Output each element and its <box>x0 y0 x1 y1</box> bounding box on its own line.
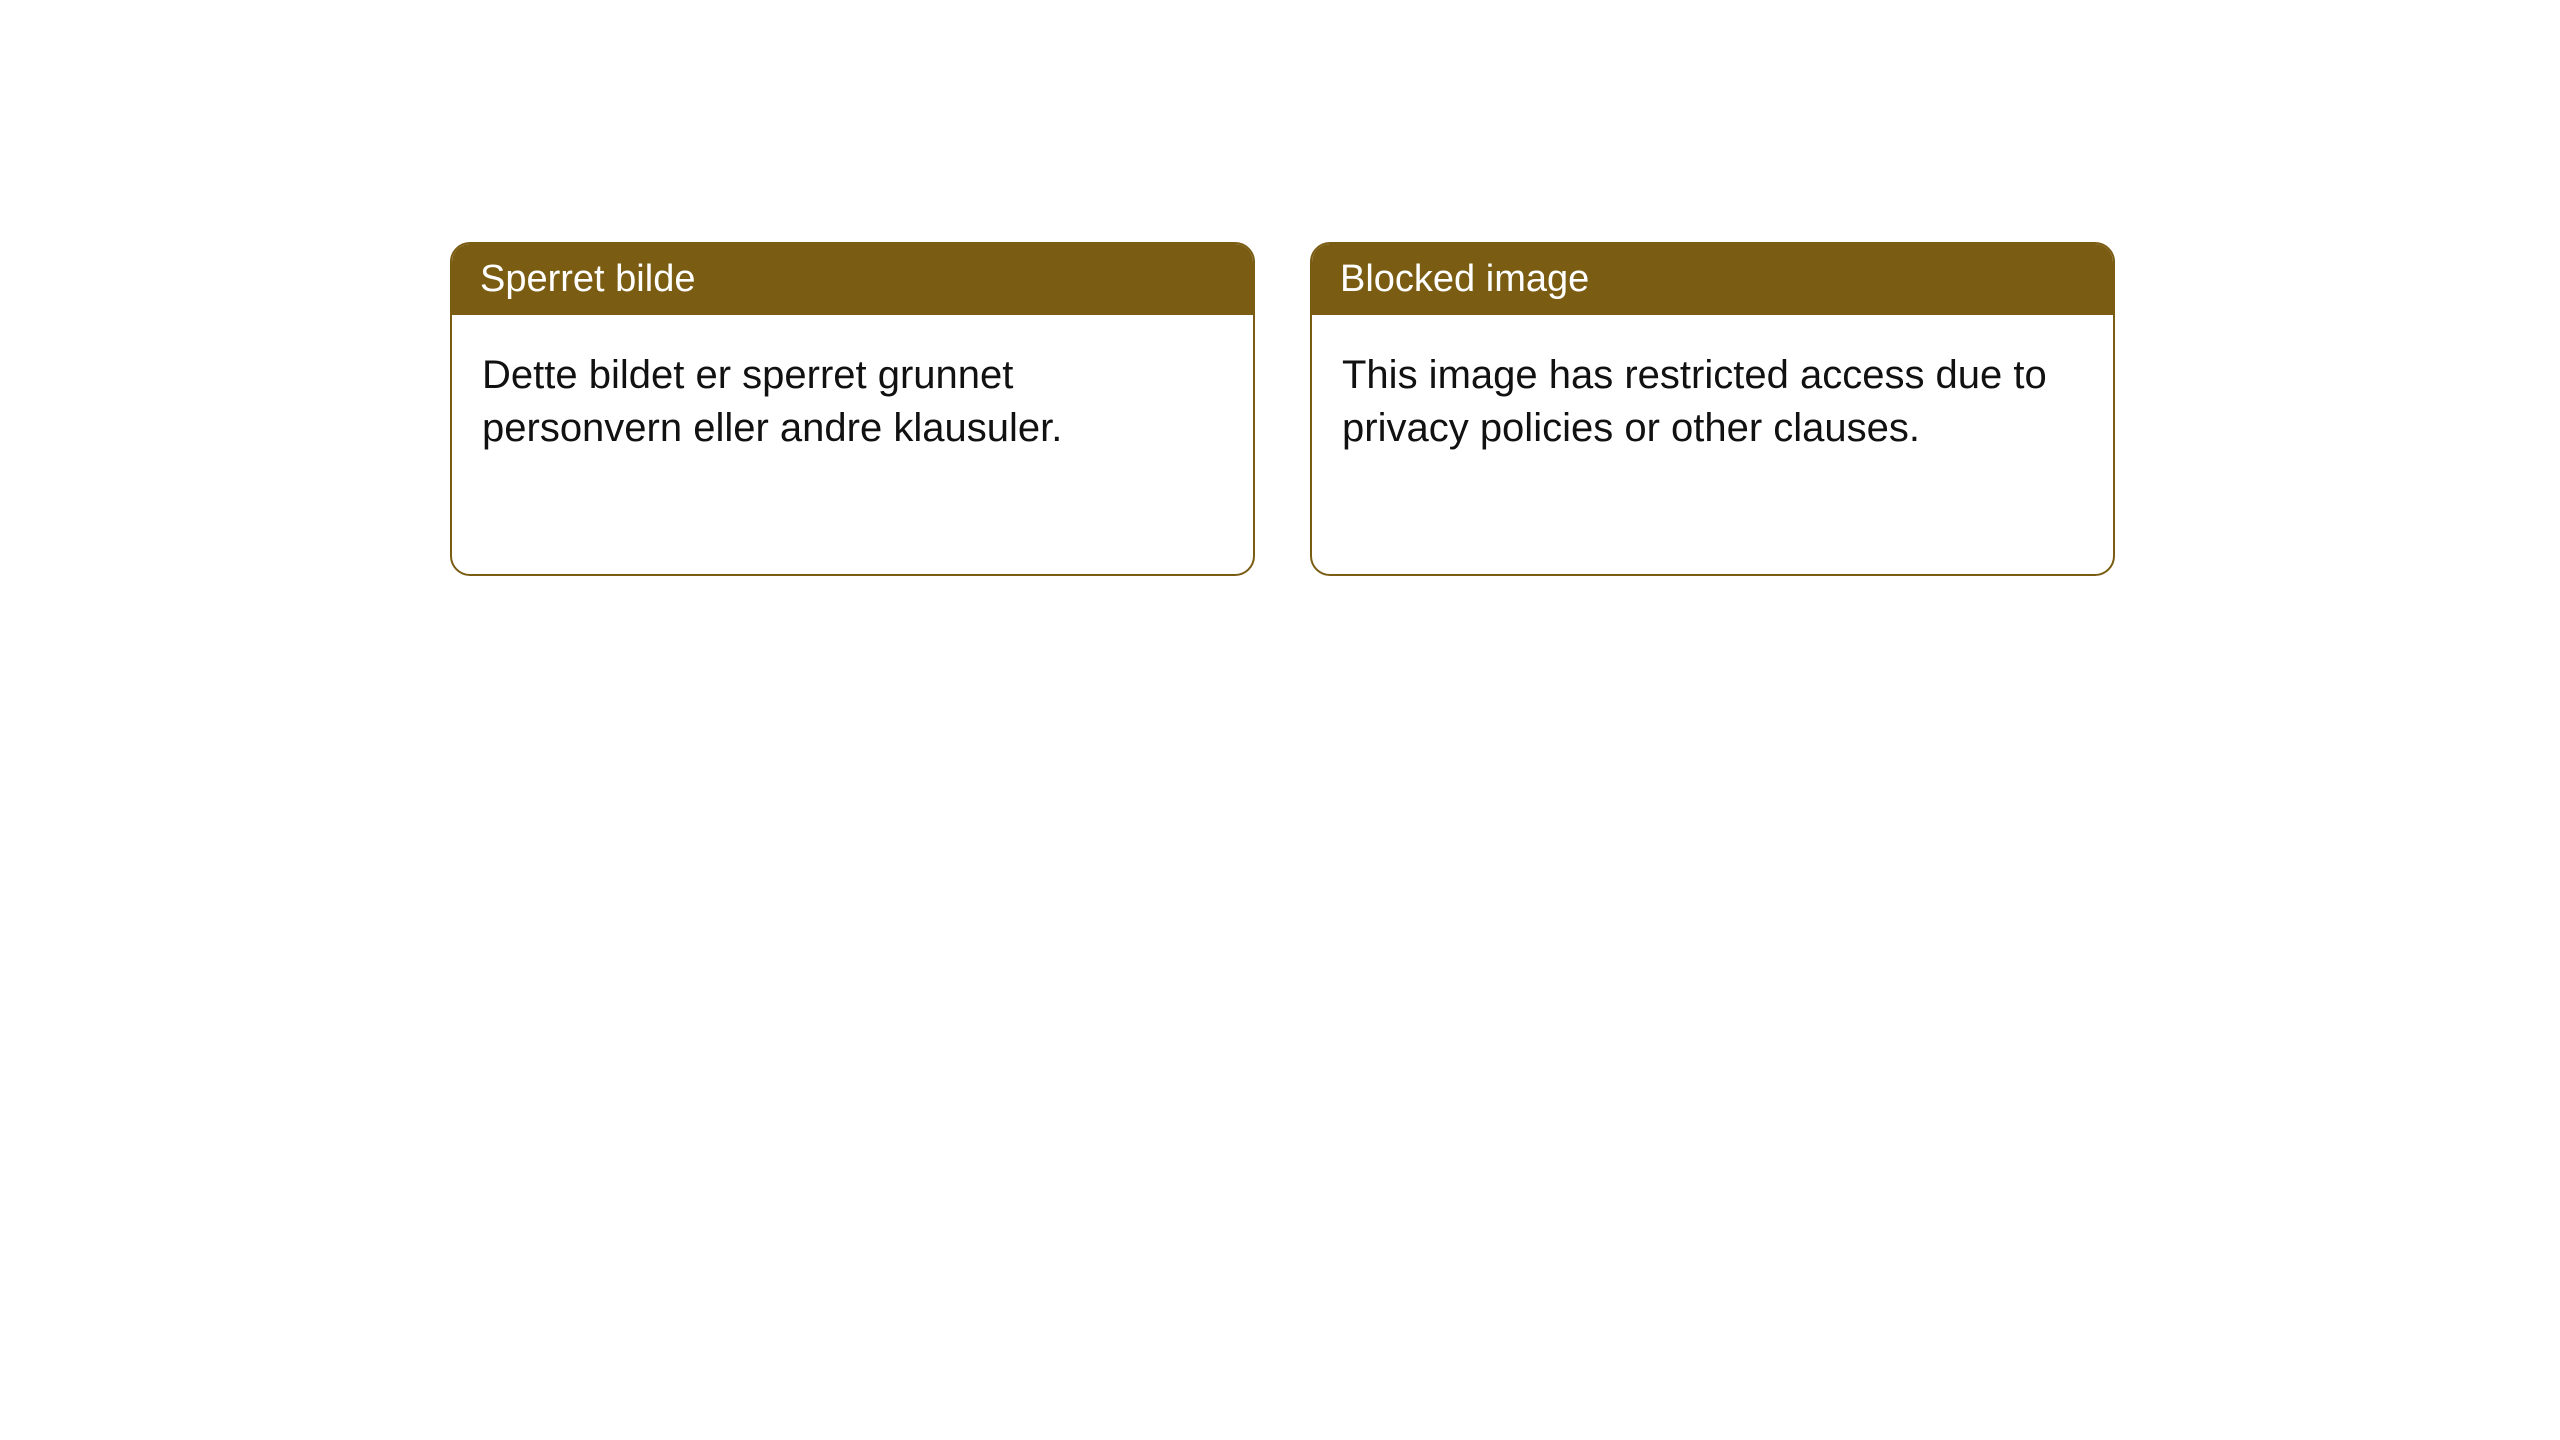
card-body-text: Dette bildet er sperret grunnet personve… <box>482 353 1062 450</box>
notice-card-norwegian: Sperret bilde Dette bildet er sperret gr… <box>450 242 1255 576</box>
card-header: Sperret bilde <box>452 244 1253 315</box>
notice-card-english: Blocked image This image has restricted … <box>1310 242 2115 576</box>
card-body-text: This image has restricted access due to … <box>1342 353 2047 450</box>
notice-cards-container: Sperret bilde Dette bildet er sperret gr… <box>450 242 2115 576</box>
card-body: This image has restricted access due to … <box>1312 315 2113 489</box>
card-header: Blocked image <box>1312 244 2113 315</box>
card-title: Sperret bilde <box>480 258 695 300</box>
card-body: Dette bildet er sperret grunnet personve… <box>452 315 1253 489</box>
card-title: Blocked image <box>1340 258 1589 300</box>
